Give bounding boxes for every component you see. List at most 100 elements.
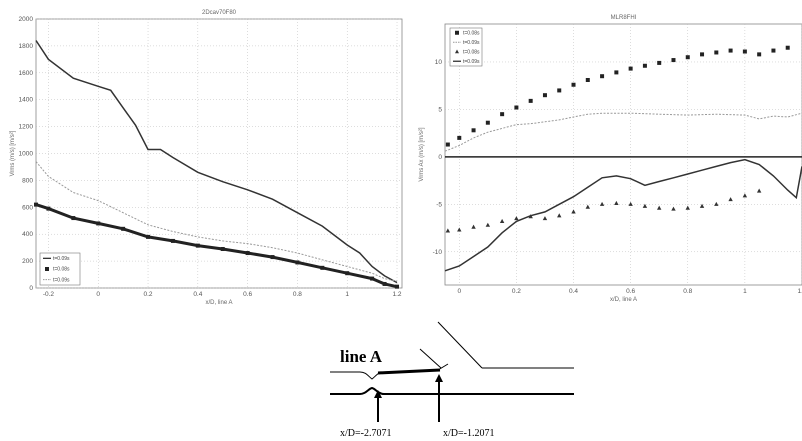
- y-axis-label: Vrms Ax (m/s) [m/s²]: [419, 127, 425, 181]
- series-point: [657, 60, 662, 65]
- series-line: [444, 158, 802, 272]
- series-point-triangle: [457, 227, 462, 232]
- series-point: [757, 52, 762, 57]
- arrow-right-head: [435, 374, 443, 382]
- y-tick-label: 10: [435, 59, 443, 66]
- chart-title: MLR8FHI: [611, 15, 637, 21]
- series-point: [485, 120, 490, 125]
- y-tick-label: 1600: [19, 70, 34, 77]
- y-tick-label: 200: [22, 258, 33, 265]
- legend-label: t=0.08s: [463, 49, 480, 55]
- y-tick-label: 5: [438, 106, 442, 113]
- series-point: [195, 243, 200, 248]
- series-point-triangle: [557, 213, 562, 218]
- series-point: [245, 251, 250, 256]
- x-tick-label: 0.8: [293, 291, 302, 298]
- series-point: [445, 142, 450, 147]
- series-point: [121, 226, 126, 231]
- x-tick-label: 1: [743, 288, 747, 295]
- series-point-triangle: [671, 206, 676, 211]
- series-point: [345, 271, 350, 276]
- series-point: [382, 281, 387, 286]
- series-point: [557, 88, 562, 93]
- line-a-label: line A: [340, 347, 383, 366]
- series-point: [500, 112, 505, 117]
- x-tick-label: 0.6: [626, 288, 635, 295]
- legend-label: t=0.08s: [53, 267, 70, 273]
- x-tick-label: 0.6: [243, 291, 252, 298]
- y-tick-label: 1800: [19, 43, 34, 50]
- series-point-triangle: [614, 200, 619, 205]
- series-point: [295, 260, 300, 265]
- y-tick-label: 600: [22, 204, 33, 211]
- line-a-diagram: line A x/D=-2.7071 x/D=-1.2071: [330, 321, 574, 439]
- series-point: [514, 105, 519, 110]
- x-tick-label: 1.2: [797, 288, 802, 295]
- x-tick-label: 0.2: [512, 288, 521, 295]
- series-point-triangle: [514, 216, 519, 221]
- series-point: [628, 66, 633, 71]
- series-point-triangle: [642, 203, 648, 208]
- y-tick-label: 0: [29, 285, 33, 292]
- series-point: [728, 48, 733, 53]
- series-point: [742, 49, 747, 54]
- x-tick-label: 0.2: [144, 291, 153, 298]
- series-point: [471, 128, 476, 133]
- marker-right-label: x/D=-1.2071: [443, 428, 494, 439]
- y-tick-label: 1000: [19, 151, 34, 158]
- series-point-triangle: [685, 205, 690, 210]
- y-tick-label: -5: [436, 201, 442, 208]
- series-point-triangle: [728, 197, 733, 202]
- arrow-left-head: [374, 390, 382, 398]
- series-point: [642, 63, 647, 68]
- x-tick-label: 0.4: [569, 288, 578, 295]
- series-point: [457, 135, 462, 140]
- series-point-triangle: [499, 218, 505, 224]
- left-chart: -0.2 0 0.2 0.4 0.6 0.8 1 1.2 0 200 400 600 800 1000 12…: [10, 10, 403, 306]
- series-point: [585, 77, 590, 82]
- series-line: [35, 40, 398, 284]
- series-point: [671, 58, 676, 63]
- series-point: [614, 70, 619, 75]
- x-tick-label: 0: [457, 288, 461, 295]
- y-tick-label: 800: [22, 177, 33, 184]
- legend-label: t=0.09s: [463, 40, 480, 46]
- line-a-segment: [377, 368, 441, 375]
- y-tick-label: 0: [438, 154, 442, 161]
- series-point-triangle: [657, 205, 662, 210]
- series-point-triangle: [542, 216, 548, 221]
- series-point: [714, 50, 719, 55]
- x-tick-label: 0.4: [193, 291, 202, 298]
- series-point: [395, 284, 400, 289]
- series-point-triangle: [756, 188, 762, 193]
- series-point-triangle: [445, 228, 451, 233]
- series-point-triangle: [571, 209, 576, 214]
- series-point: [34, 202, 38, 207]
- x-tick-label: 0.8: [683, 288, 692, 295]
- series-point: [170, 238, 175, 243]
- x-tick-label: -0.2: [43, 291, 55, 298]
- y-tick-label: 400: [22, 231, 33, 238]
- series-point-triangle: [714, 201, 719, 206]
- series-line-dotted: [444, 112, 802, 152]
- legend-swatch: [455, 30, 459, 35]
- x-tick-label: 0: [96, 291, 100, 298]
- plot-frame: [444, 23, 802, 286]
- y-tick-label: 1200: [19, 124, 34, 131]
- step-diagonal-long: [437, 321, 483, 369]
- right-chart: 0 0.2 0.4 0.6 0.8 1 1.2 -10 -5 0 5 10 MLR8FHI x/D, li…: [419, 15, 802, 303]
- x-axis-label: x/D, line A: [610, 297, 637, 303]
- series-point: [71, 216, 76, 221]
- x-tick-label: 1: [345, 291, 349, 298]
- series-point: [146, 234, 151, 239]
- legend-swatch: [455, 49, 459, 54]
- series-point: [785, 45, 790, 50]
- series-point-triangle: [599, 201, 605, 206]
- lower-wall: [330, 386, 574, 395]
- legend-label: t=0.08s: [463, 30, 480, 36]
- series-line-dotted: [35, 161, 398, 282]
- marker-left-label: x/D=-2.7071: [340, 428, 391, 439]
- series-point: [96, 221, 101, 226]
- series-point-triangle: [471, 224, 476, 229]
